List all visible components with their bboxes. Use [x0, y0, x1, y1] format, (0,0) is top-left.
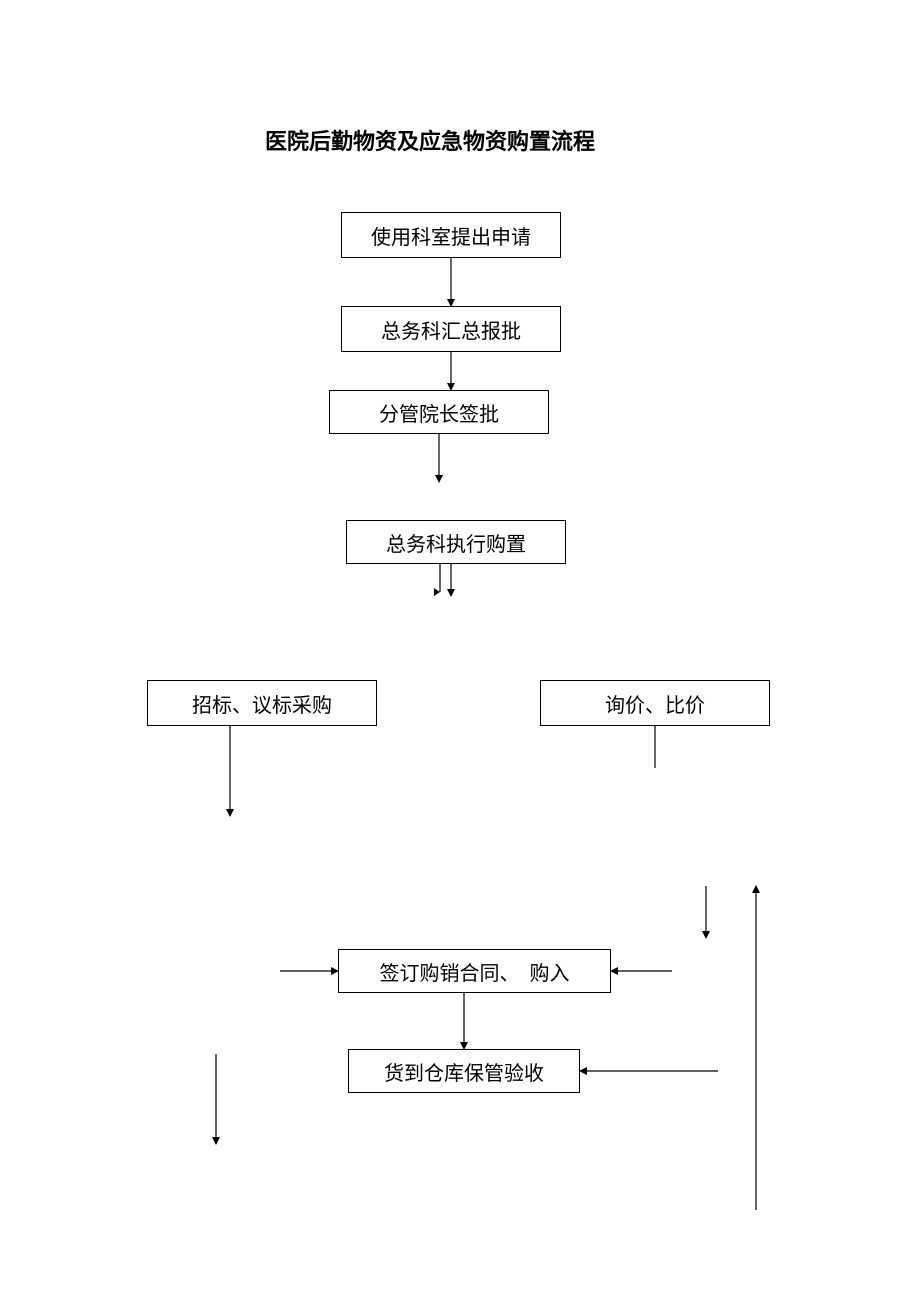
flowchart-node-n1: 使用科室提出申请 — [341, 212, 561, 258]
flowchart-node-n5: 招标、议标采购 — [147, 680, 377, 726]
flowchart-title: 医院后勤物资及应急物资购置流程 — [265, 124, 595, 156]
flowchart-node-n3: 分管院长签批 — [329, 390, 549, 434]
flowchart-node-n4: 总务科执行购置 — [346, 520, 566, 564]
flowchart-node-n6: 询价、比价 — [540, 680, 770, 726]
flowchart-node-n7: 签订购销合同、 购入 — [338, 949, 611, 993]
flowchart-node-n8: 货到仓库保管验收 — [348, 1049, 580, 1093]
flowchart-node-n2: 总务科汇总报批 — [341, 306, 561, 352]
flowchart-edges — [0, 0, 920, 1303]
